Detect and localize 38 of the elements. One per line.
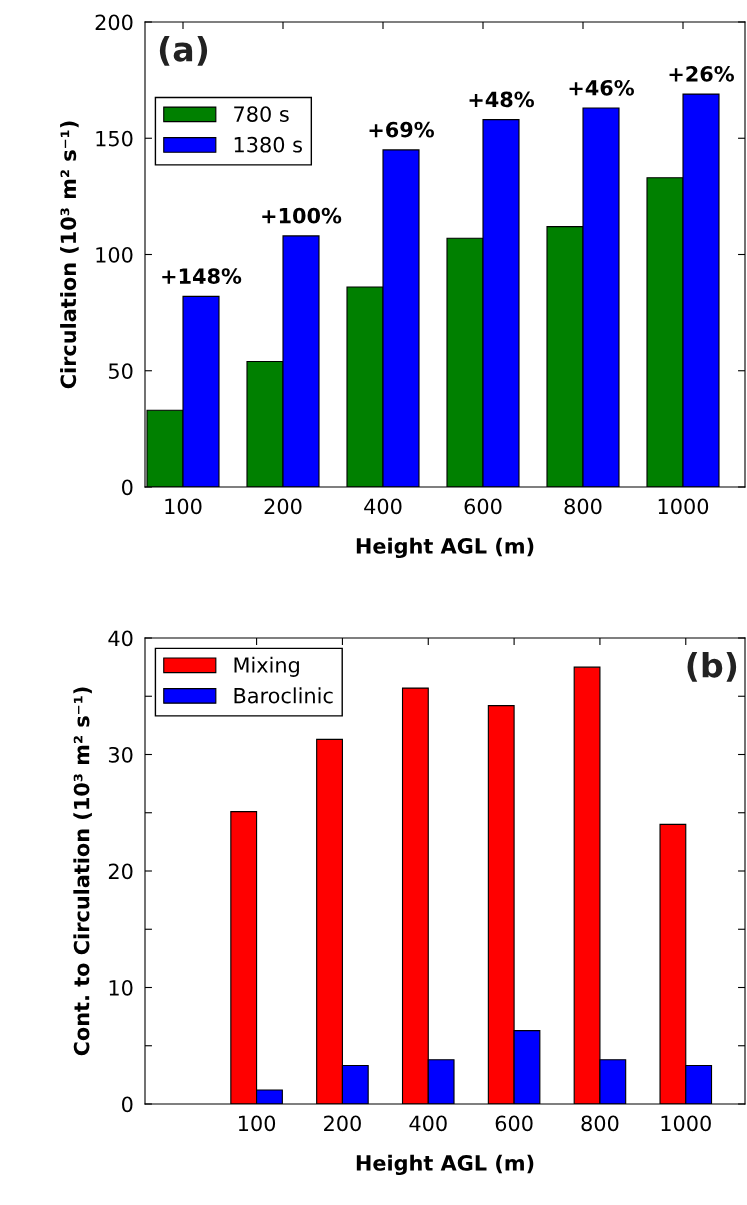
legend-label: Baroclinic xyxy=(234,687,333,704)
legend-label: 780 s xyxy=(234,106,289,122)
x-tick-label: 1000 xyxy=(661,1115,711,1132)
y-tick-label: 0 xyxy=(122,1096,133,1113)
annotation: +69% xyxy=(369,121,434,138)
annotation: +48% xyxy=(469,91,534,108)
y-tick-label: 200 xyxy=(95,14,133,31)
x-axis-title: Height AGL (m) xyxy=(356,1154,534,1176)
x-tick-label: 1000 xyxy=(658,498,709,515)
x-tick-label: 100 xyxy=(165,498,202,515)
x-tick-label: 800 xyxy=(564,498,602,515)
x-tick-label: 200 xyxy=(324,1115,361,1132)
x-tick-label: 200 xyxy=(264,498,302,515)
annotation: +46% xyxy=(569,79,634,96)
x-tick-label: 100 xyxy=(238,1115,276,1132)
y-tick-label: 50 xyxy=(108,363,133,379)
y-tick-label: 100 xyxy=(96,246,133,263)
y-axis-title: Circulation (10³ m² s⁻¹) xyxy=(60,121,79,389)
chart-title: (a) xyxy=(159,35,208,66)
y-tick-label: 10 xyxy=(109,979,133,996)
y-tick-label: 0 xyxy=(122,479,133,496)
x-axis-title: Height AGL (m) xyxy=(356,537,534,559)
y-axis-title: Cont. to Circulation (10³ m² s⁻¹) xyxy=(73,687,92,1056)
legend-label: Mixing xyxy=(234,656,299,677)
y-tick-label: 20 xyxy=(108,863,133,880)
annotation: +26% xyxy=(669,65,734,82)
chart-title: (b) xyxy=(687,651,737,682)
annotation: +100% xyxy=(262,207,342,224)
y-tick-label: 30 xyxy=(108,746,133,763)
y-tick-label: 40 xyxy=(108,630,133,647)
x-tick-label: 400 xyxy=(364,498,402,515)
x-tick-label: 400 xyxy=(409,1115,447,1132)
x-tick-label: 600 xyxy=(495,1115,533,1132)
legend-label: 1380 s xyxy=(234,136,302,153)
y-tick-label: 150 xyxy=(96,130,133,147)
x-tick-label: 600 xyxy=(464,498,502,515)
x-tick-label: 800 xyxy=(581,1115,619,1132)
annotation: +148% xyxy=(162,268,242,284)
